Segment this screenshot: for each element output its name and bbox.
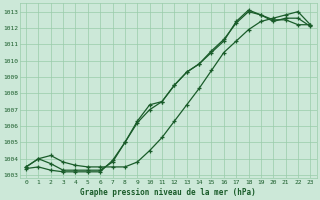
X-axis label: Graphe pression niveau de la mer (hPa): Graphe pression niveau de la mer (hPa) — [80, 188, 256, 197]
